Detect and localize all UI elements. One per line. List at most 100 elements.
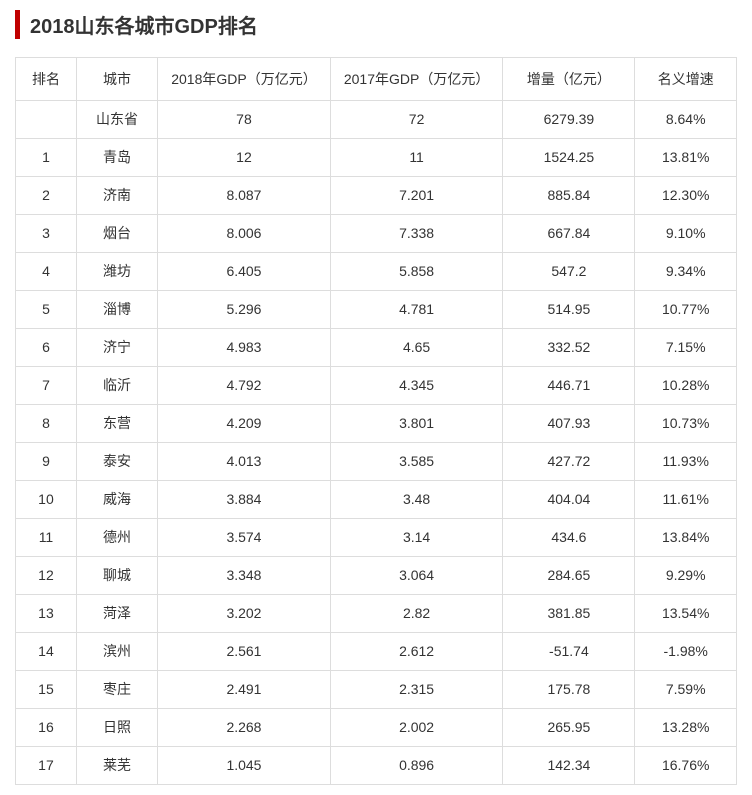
- table-cell: 烟台: [76, 215, 157, 253]
- table-cell: 72: [330, 101, 503, 139]
- table-cell: 8: [16, 405, 77, 443]
- table-cell: 枣庄: [76, 671, 157, 709]
- table-cell: 9.10%: [635, 215, 737, 253]
- table-row: 8东营4.2093.801407.9310.73%: [16, 405, 737, 443]
- table-cell: 6279.39: [503, 101, 635, 139]
- table-cell: 7.201: [330, 177, 503, 215]
- table-cell: 3.884: [158, 481, 331, 519]
- table-cell: 404.04: [503, 481, 635, 519]
- table-cell: 青岛: [76, 139, 157, 177]
- table-cell: 3.202: [158, 595, 331, 633]
- table-cell: 10.28%: [635, 367, 737, 405]
- table-row: 山东省78726279.398.64%: [16, 101, 737, 139]
- table-cell: 12: [16, 557, 77, 595]
- table-cell: 3.48: [330, 481, 503, 519]
- table-cell: 莱芜: [76, 747, 157, 785]
- table-cell: 13.84%: [635, 519, 737, 557]
- table-row: 16日照2.2682.002265.9513.28%: [16, 709, 737, 747]
- table-cell: 3.348: [158, 557, 331, 595]
- table-row: 1青岛12111524.2513.81%: [16, 139, 737, 177]
- table-cell: 3.064: [330, 557, 503, 595]
- table-row: 3烟台8.0067.338667.849.10%: [16, 215, 737, 253]
- table-cell: 4: [16, 253, 77, 291]
- table-cell: -51.74: [503, 633, 635, 671]
- table-cell: 13.28%: [635, 709, 737, 747]
- table-row: 6济宁4.9834.65332.527.15%: [16, 329, 737, 367]
- table-cell: 11: [330, 139, 503, 177]
- table-cell: 142.34: [503, 747, 635, 785]
- table-row: 13菏泽3.2022.82381.8513.54%: [16, 595, 737, 633]
- table-cell: 4.792: [158, 367, 331, 405]
- table-cell: 4.781: [330, 291, 503, 329]
- table-cell: 3.574: [158, 519, 331, 557]
- table-cell: 17: [16, 747, 77, 785]
- table-cell: 514.95: [503, 291, 635, 329]
- table-cell: 菏泽: [76, 595, 157, 633]
- table-cell: 407.93: [503, 405, 635, 443]
- table-cell: 济南: [76, 177, 157, 215]
- table-cell: 2.491: [158, 671, 331, 709]
- table-cell: 446.71: [503, 367, 635, 405]
- table-cell: 5: [16, 291, 77, 329]
- table-cell: 淄博: [76, 291, 157, 329]
- table-cell: 10: [16, 481, 77, 519]
- table-cell: 8.087: [158, 177, 331, 215]
- table-row: 14滨州2.5612.612-51.74-1.98%: [16, 633, 737, 671]
- table-cell: 潍坊: [76, 253, 157, 291]
- table-row: 7临沂4.7924.345446.7110.28%: [16, 367, 737, 405]
- table-cell: 东营: [76, 405, 157, 443]
- table-cell: 滨州: [76, 633, 157, 671]
- table-cell: 2: [16, 177, 77, 215]
- table-cell: 12.30%: [635, 177, 737, 215]
- table-header: 排名城市2018年GDP（万亿元）2017年GDP（万亿元）增量（亿元）名义增速: [16, 58, 737, 101]
- table-row: 10威海3.8843.48404.0411.61%: [16, 481, 737, 519]
- table-cell: 434.6: [503, 519, 635, 557]
- table-cell: 427.72: [503, 443, 635, 481]
- table-cell: 4.983: [158, 329, 331, 367]
- table-cell: 3: [16, 215, 77, 253]
- table-cell: 2.82: [330, 595, 503, 633]
- column-header: 城市: [76, 58, 157, 101]
- column-header: 增量（亿元）: [503, 58, 635, 101]
- table-row: 15枣庄2.4912.315175.787.59%: [16, 671, 737, 709]
- table-cell: 4.345: [330, 367, 503, 405]
- gdp-ranking-table: 排名城市2018年GDP（万亿元）2017年GDP（万亿元）增量（亿元）名义增速…: [15, 57, 737, 785]
- table-cell: 1.045: [158, 747, 331, 785]
- table-cell: 山东省: [76, 101, 157, 139]
- column-header: 排名: [16, 58, 77, 101]
- table-cell: 3.585: [330, 443, 503, 481]
- table-cell: 16: [16, 709, 77, 747]
- table-cell: 381.85: [503, 595, 635, 633]
- table-cell: 3.14: [330, 519, 503, 557]
- table-cell: 10.73%: [635, 405, 737, 443]
- table-cell: 1524.25: [503, 139, 635, 177]
- table-cell: -1.98%: [635, 633, 737, 671]
- column-header: 2017年GDP（万亿元）: [330, 58, 503, 101]
- table-cell: 78: [158, 101, 331, 139]
- table-cell: 临沂: [76, 367, 157, 405]
- table-cell: 667.84: [503, 215, 635, 253]
- table-cell: 德州: [76, 519, 157, 557]
- table-cell: 9.29%: [635, 557, 737, 595]
- table-cell: 4.013: [158, 443, 331, 481]
- table-cell: 5.858: [330, 253, 503, 291]
- table-cell: 2.561: [158, 633, 331, 671]
- table-row: 9泰安4.0133.585427.7211.93%: [16, 443, 737, 481]
- column-header: 2018年GDP（万亿元）: [158, 58, 331, 101]
- table-cell: 7: [16, 367, 77, 405]
- table-cell: 13: [16, 595, 77, 633]
- table-cell: 13.54%: [635, 595, 737, 633]
- table-cell: 日照: [76, 709, 157, 747]
- table-cell: 2.315: [330, 671, 503, 709]
- table-cell: 7.59%: [635, 671, 737, 709]
- table-row: 11德州3.5743.14434.613.84%: [16, 519, 737, 557]
- table-cell: 9: [16, 443, 77, 481]
- table-cell: 332.52: [503, 329, 635, 367]
- table-cell: 11.61%: [635, 481, 737, 519]
- table-cell: 10.77%: [635, 291, 737, 329]
- table-cell: 8.006: [158, 215, 331, 253]
- table-cell: 265.95: [503, 709, 635, 747]
- table-row: 4潍坊6.4055.858547.29.34%: [16, 253, 737, 291]
- table-cell: 12: [158, 139, 331, 177]
- table-cell: 885.84: [503, 177, 635, 215]
